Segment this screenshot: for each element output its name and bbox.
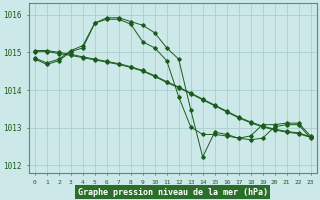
X-axis label: Graphe pression niveau de la mer (hPa): Graphe pression niveau de la mer (hPa) xyxy=(78,188,268,197)
